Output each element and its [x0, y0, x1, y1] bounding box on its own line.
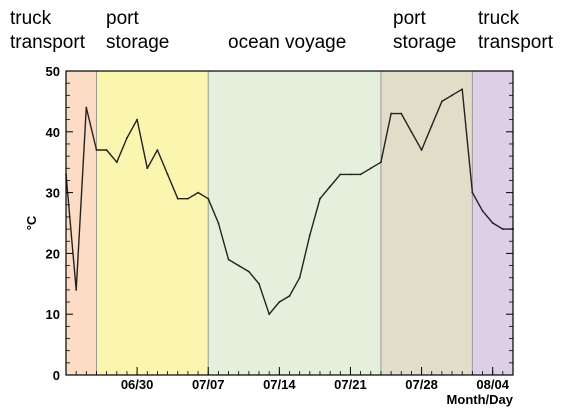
phase-label-0-1: transport	[10, 32, 86, 53]
data-point-39	[461, 88, 464, 91]
phase-band-3	[380, 71, 473, 375]
phase-label-3-1: storage	[393, 32, 456, 53]
phase-label-4-0: truck	[478, 8, 520, 29]
data-point-40	[471, 191, 474, 194]
data-point-7	[136, 118, 139, 121]
phase-band-2	[208, 71, 381, 375]
x-tick-label-3: 07/21	[334, 377, 367, 392]
data-point-35	[420, 149, 423, 151]
data-point-33	[400, 112, 403, 115]
data-point-27	[339, 173, 342, 176]
data-point-19	[258, 282, 260, 285]
x-axis-label: Month/Day	[447, 392, 514, 407]
data-point-31	[380, 161, 382, 164]
y-axis: 0 10 20 30 40 50	[46, 64, 513, 383]
data-point-12	[187, 197, 189, 200]
data-point-43	[501, 228, 504, 230]
phase-band-1	[96, 71, 209, 375]
data-point-8	[146, 167, 149, 170]
data-point-22	[288, 295, 291, 297]
x-tick-label-5: 08/04	[476, 377, 509, 392]
phase-label-1-0: port	[106, 8, 139, 29]
data-point-1	[75, 288, 78, 291]
data-point-36	[430, 124, 433, 127]
y-tick-label-5: 50	[46, 64, 60, 79]
data-point-25	[319, 197, 321, 200]
x-tick-label-4: 07/28	[405, 377, 438, 392]
y-tick-label-0: 0	[53, 368, 60, 383]
x-axis: 06/30 07/07 07/14 07/21 07/28 08/04	[65, 367, 514, 392]
data-point-38	[451, 94, 453, 97]
data-point-2	[85, 106, 88, 109]
data-point-24	[308, 234, 311, 237]
data-point-26	[329, 185, 332, 188]
data-point-18	[247, 270, 250, 273]
x-tick-label-1: 07/07	[192, 377, 225, 392]
data-point-30	[369, 167, 372, 170]
y-tick-label-4: 40	[46, 125, 60, 140]
phase-bands	[66, 71, 513, 375]
data-point-20	[268, 313, 271, 316]
phase-label-0-0: truck	[10, 8, 52, 29]
data-point-21	[278, 301, 281, 303]
data-point-5	[115, 161, 118, 164]
data-point-32	[390, 112, 392, 115]
data-point-17	[237, 264, 240, 267]
data-point-16	[227, 258, 230, 261]
data-point-10	[166, 173, 169, 176]
phase-label-3-0: port	[393, 8, 426, 29]
x-tick-label-2: 07/14	[263, 377, 296, 392]
phase-label-4-1: transport	[478, 32, 554, 53]
y-tick-label-3: 30	[46, 186, 60, 201]
data-point-15	[217, 222, 220, 224]
y-tick-label-2: 20	[46, 246, 60, 261]
data-point-42	[491, 222, 494, 224]
phase-label-2-0: ocean voyage	[228, 32, 346, 53]
data-point-4	[105, 149, 108, 151]
data-point-11	[176, 197, 179, 200]
x-tick-label-0: 06/30	[121, 377, 154, 392]
data-point-6	[126, 136, 128, 139]
data-point-29	[359, 173, 362, 176]
data-point-34	[410, 130, 413, 133]
data-point-41	[481, 209, 484, 212]
data-point-13	[197, 191, 199, 194]
phase-labels: truck transport port storage ocean voyage por…	[10, 8, 554, 53]
data-point-37	[440, 100, 443, 103]
y-axis-label: °C	[24, 215, 39, 230]
data-point-23	[298, 276, 301, 279]
data-point-14	[207, 197, 210, 200]
y-tick-label-1: 10	[46, 307, 60, 322]
data-point-3	[95, 149, 98, 151]
data-point-9	[156, 149, 159, 151]
phase-band-0	[66, 71, 97, 375]
phase-label-1-1: storage	[106, 32, 169, 53]
data-point-28	[349, 173, 352, 176]
